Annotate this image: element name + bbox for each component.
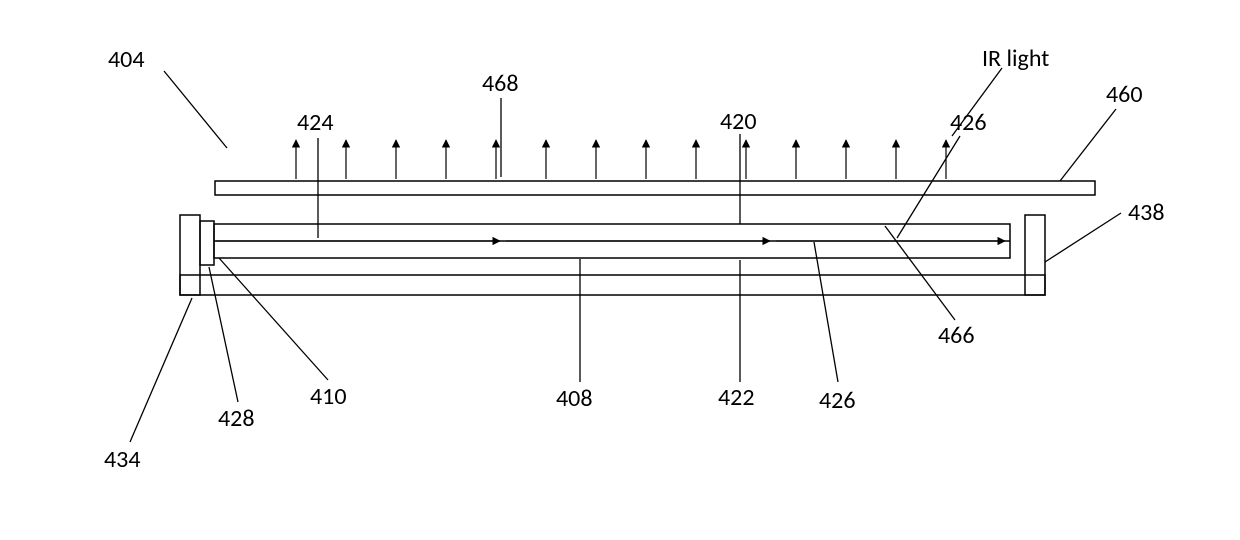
ref-label: 426 — [819, 386, 856, 415]
leader-line — [1045, 213, 1121, 262]
ref-label: 460 — [1106, 80, 1143, 109]
ref-label: 438 — [1128, 198, 1165, 227]
ref-label: 422 — [718, 383, 755, 412]
ref-label: 428 — [218, 404, 255, 433]
leader-line — [219, 258, 328, 380]
left-block — [180, 215, 200, 295]
ref-label: IR light — [982, 44, 1049, 73]
ref-label: 426 — [950, 108, 987, 137]
technical-diagram: 404 468 IR light 460 424 420 426 438 466 408 422 42… — [0, 0, 1240, 540]
leader-line — [885, 226, 955, 320]
ref-label: 420 — [720, 107, 757, 136]
leader-line — [1060, 109, 1116, 181]
leader-line — [164, 71, 227, 148]
ref-label: 404 — [108, 45, 145, 74]
ref-label: 466 — [938, 321, 975, 350]
right-block — [1025, 215, 1045, 295]
leader-line — [897, 136, 960, 238]
base-plate — [180, 275, 1045, 295]
ref-label: 434 — [104, 445, 141, 474]
top-plate — [215, 181, 1095, 195]
ref-label: 408 — [556, 384, 593, 413]
ref-label: 424 — [297, 108, 334, 137]
emitter — [200, 221, 214, 265]
ref-label: 410 — [310, 382, 347, 411]
leader-line — [209, 267, 238, 402]
ref-label: 468 — [482, 69, 519, 98]
leader-line — [814, 242, 838, 382]
leader-line — [130, 298, 192, 442]
